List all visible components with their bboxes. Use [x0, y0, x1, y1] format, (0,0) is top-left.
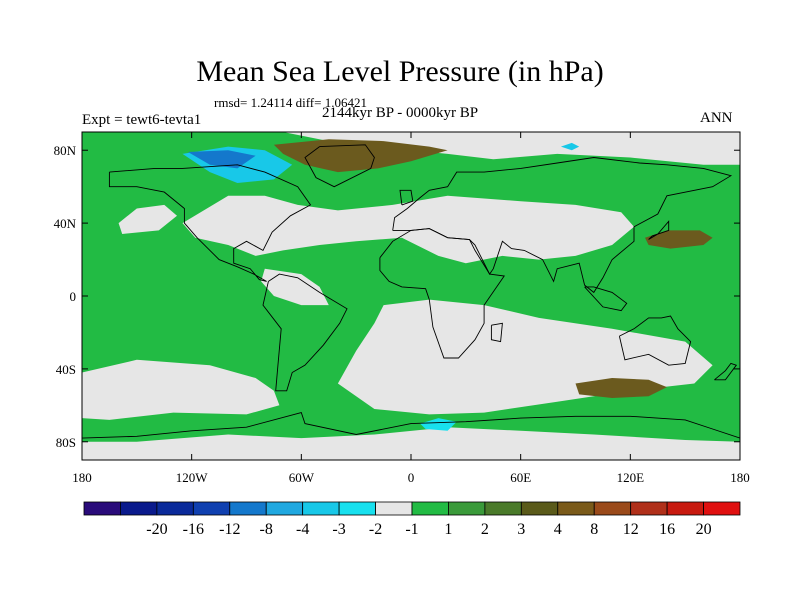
colorbar-label: 2	[481, 521, 489, 538]
colorbar-label: -8	[260, 521, 273, 538]
coastline-6	[490, 322, 503, 343]
colorbar-swatch-15	[630, 501, 668, 516]
axis-ticks: 180 120W 60W 0 60E 120E 180 80N 40N 0 40S 80S	[54, 132, 750, 485]
colorbar-label: 20	[696, 521, 712, 538]
coastline-11	[584, 286, 628, 312]
colorbar-swatch-9	[411, 501, 449, 516]
coastline-3	[392, 157, 733, 294]
colorbar-swatch-10	[448, 501, 486, 516]
colorbar-swatch-1	[120, 501, 158, 516]
coastline-4	[379, 228, 505, 359]
colorbar-swatch-4	[229, 501, 267, 516]
anomaly-region-12	[420, 418, 457, 431]
pressure-anomaly-regions	[82, 132, 740, 460]
colorbar-swatch-12	[520, 501, 559, 516]
map-plot-area	[81, 131, 741, 461]
colorbar-label: 8	[590, 521, 598, 538]
x-tick-label: 180	[72, 470, 92, 485]
coastline-8	[648, 220, 670, 240]
x-tick-label: 0	[408, 470, 415, 485]
x-tick-label: 120E	[617, 470, 645, 485]
coastline-0	[108, 164, 312, 282]
coastline-9	[82, 412, 740, 439]
y-tick-label: 0	[70, 289, 77, 304]
colorbar-swatch-7	[338, 501, 376, 516]
colorbar-swatch-11	[484, 501, 522, 516]
colorbar-swatch-13	[557, 501, 595, 516]
season-label: ANN	[700, 110, 733, 126]
coastlines	[82, 144, 740, 439]
y-tick-label: 80N	[54, 143, 77, 158]
anomaly-region-3	[261, 268, 329, 306]
colorbar-label: -2	[369, 521, 382, 538]
coastline-2	[304, 144, 375, 188]
colorbar-label: 16	[659, 521, 675, 538]
plot-title: Mean Sea Level Pressure (in hPa)	[196, 55, 604, 88]
colorbar-label: 4	[554, 521, 562, 538]
colorbar-swatch-3	[192, 501, 231, 516]
colorbar: -20 -16 -12 -8 -4 -3 -2 -1 1 2 3 4 8 12 16 20	[83, 501, 741, 538]
colorbar-swatch-16	[666, 501, 704, 516]
coastline-1	[262, 273, 348, 392]
colorbar-label: -3	[332, 521, 345, 538]
anomaly-region-6	[82, 427, 740, 460]
colorbar-label: -12	[219, 521, 240, 538]
colorbar-label: -4	[296, 521, 309, 538]
colorbar-swatch-8	[375, 501, 413, 516]
anomaly-region-0	[164, 132, 740, 165]
x-tick-label: 60W	[289, 470, 315, 485]
y-tick-label: 40N	[54, 216, 77, 231]
experiment-label: Expt = tewt6-tevta1	[82, 112, 202, 128]
anomaly-region-1	[118, 204, 177, 234]
period-subtitle: 2144kyr BP - 0000kyr BP	[322, 105, 479, 121]
y-tick-label: 80S	[56, 435, 76, 450]
colorbar-swatch-14	[593, 501, 632, 516]
x-tick-label: 60E	[510, 470, 531, 485]
anomaly-region-11	[188, 150, 256, 169]
colorbar-swatch-2	[156, 501, 194, 516]
colorbar-label: -1	[405, 521, 418, 538]
anomaly-region-8	[645, 230, 713, 249]
colorbar-swatch-17	[703, 501, 741, 516]
anomaly-region-13	[560, 142, 580, 151]
colorbar-label: 3	[517, 521, 525, 538]
x-tick-label: 120W	[176, 470, 209, 485]
anomaly-region-5	[82, 359, 280, 420]
rmsd-diff-stats: rmsd= 1.24114 diff= 1.06421	[214, 95, 367, 110]
coastline-5	[618, 315, 692, 366]
coastline-10	[714, 362, 738, 381]
colorbar-label: -16	[183, 521, 204, 538]
colorbar-swatch-5	[265, 501, 304, 516]
x-tick-label: 180	[730, 470, 750, 485]
coastline-7	[399, 189, 414, 206]
colorbar-label: 12	[623, 521, 639, 538]
colorbar-swatch-0	[83, 501, 121, 516]
colorbar-label: -20	[146, 521, 167, 538]
anomaly-region-7	[273, 139, 448, 173]
colorbar-label: 1	[444, 521, 452, 538]
y-tick-label: 40S	[56, 362, 76, 377]
colorbar-swatch-6	[302, 501, 340, 516]
anomaly-region-9	[575, 378, 667, 398]
